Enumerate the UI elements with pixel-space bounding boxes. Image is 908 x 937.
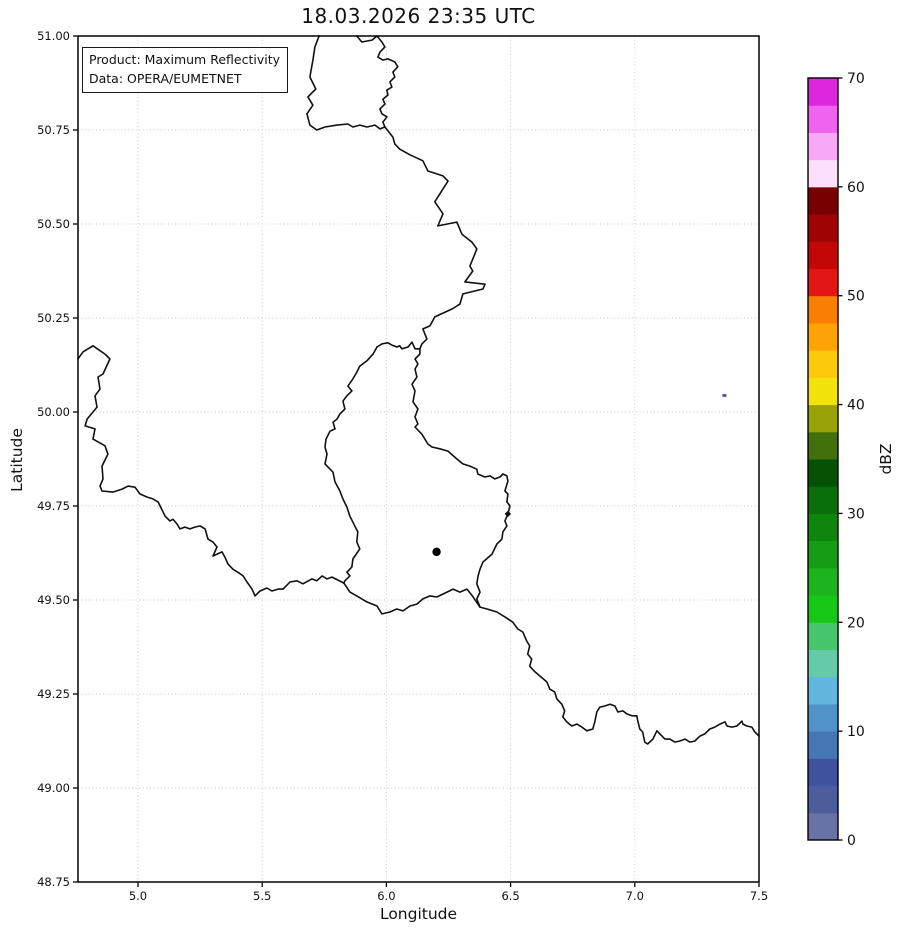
colorbar-segment	[808, 186, 838, 215]
colorbar-segment	[808, 703, 838, 732]
radar-site-dot	[432, 547, 441, 557]
colorbar-tick-label: 20	[847, 615, 865, 631]
colorbar-tick-label: 0	[847, 833, 856, 849]
y-tick-label: 50.25	[37, 311, 70, 325]
colorbar-tick-label: 40	[847, 398, 865, 414]
y-tick-label: 49.75	[37, 499, 70, 513]
border-belgium-luxembourg-north	[376, 341, 421, 350]
colorbar-segment	[808, 132, 838, 161]
colorbar-segment	[808, 105, 838, 133]
colorbar-label: dBZ	[877, 443, 895, 475]
x-tick-label: 7.5	[750, 889, 768, 903]
colorbar-segment	[808, 431, 838, 460]
y-tick-label: 48.75	[37, 875, 70, 889]
border-belgium-germany	[384, 126, 486, 350]
radar-echo-cell	[722, 393, 727, 397]
colorbar-segment	[808, 540, 838, 569]
x-axis-label: Longitude	[379, 905, 458, 923]
colorbar: 0 10 20 30 40 50 60 70	[807, 71, 865, 849]
colorbar-frame	[807, 77, 839, 841]
border-france-belgium	[77, 344, 345, 597]
colorbar-segment	[808, 268, 838, 297]
border-netherlands-belgium	[306, 35, 386, 131]
colorbar-segment	[808, 812, 838, 841]
country-borders	[77, 35, 760, 745]
colorbar-segment	[808, 622, 838, 650]
y-tick-label: 50.00	[37, 405, 70, 419]
radar-echo-layer	[722, 393, 727, 397]
border-knot	[504, 510, 512, 518]
colorbar-segment	[808, 377, 838, 406]
colorbar-segment	[808, 486, 838, 514]
colorbar-segment	[808, 731, 838, 759]
border-france-germany	[479, 606, 760, 745]
y-tick-label: 50.50	[37, 217, 70, 231]
colorbar-segment	[808, 649, 838, 678]
gridlines	[78, 35, 760, 883]
x-tick-label: 5.5	[253, 889, 271, 903]
x-tick-label: 6.5	[501, 889, 519, 903]
colorbar-segment	[808, 595, 838, 623]
colorbar-segment	[808, 350, 838, 378]
border-germany-luxembourg-east	[411, 347, 511, 608]
x-tick-label: 5.0	[129, 889, 147, 903]
colorbar-tick-label: 70	[847, 71, 865, 87]
y-tick-label: 49.50	[37, 593, 70, 607]
colorbar-segment	[808, 295, 838, 324]
y-tick-label: 49.25	[37, 687, 70, 701]
y-axis-label: Latitude	[8, 428, 26, 492]
x-tick-label: 7.0	[626, 889, 644, 903]
y-tick-label: 51.00	[37, 29, 70, 43]
colorbar-segment	[808, 404, 838, 433]
map-markers	[432, 510, 512, 557]
y-tick-label: 50.75	[37, 123, 70, 137]
border-france-luxembourg-south	[343, 582, 481, 615]
colorbar-tick-label: 60	[847, 180, 865, 196]
colorbar-tick-label: 50	[847, 289, 865, 305]
product-info-box: Product: Maximum Reflectivity Data: OPER…	[82, 47, 289, 93]
colorbar-segment	[808, 676, 838, 705]
colorbar-segment	[808, 159, 838, 188]
plot-frame	[77, 35, 760, 883]
colorbar-segment	[808, 758, 838, 787]
colorbar-tick-label: 10	[847, 724, 865, 740]
y-tick-label: 49.00	[37, 781, 70, 795]
colorbar-segment	[808, 322, 838, 351]
page-title: 18.03.2026 23:35 UTC	[301, 4, 536, 28]
colorbar-segment	[808, 567, 838, 596]
colorbar-segment	[808, 785, 838, 814]
border-netherlands-germany	[355, 35, 399, 128]
colorbar-segment	[808, 459, 838, 487]
colorbar-segment	[808, 78, 838, 106]
axis-ticks	[73, 35, 760, 887]
product-label: Product: Maximum Reflectivity	[89, 52, 281, 67]
colorbar-segment	[808, 513, 838, 542]
data-source-label: Data: OPERA/EUMETNET	[89, 71, 242, 87]
border-belgium-luxembourg-west	[324, 346, 378, 584]
x-tick-label: 6.0	[377, 889, 395, 903]
colorbar-tick-label: 30	[847, 506, 865, 522]
colorbar-segment	[808, 241, 838, 269]
axis-tick-labels: 5.0 5.5 6.0 6.5 7.0 7.5 48.75 49.00 49.25 49.50 49…	[37, 29, 768, 903]
colorbar-segment	[808, 214, 838, 242]
